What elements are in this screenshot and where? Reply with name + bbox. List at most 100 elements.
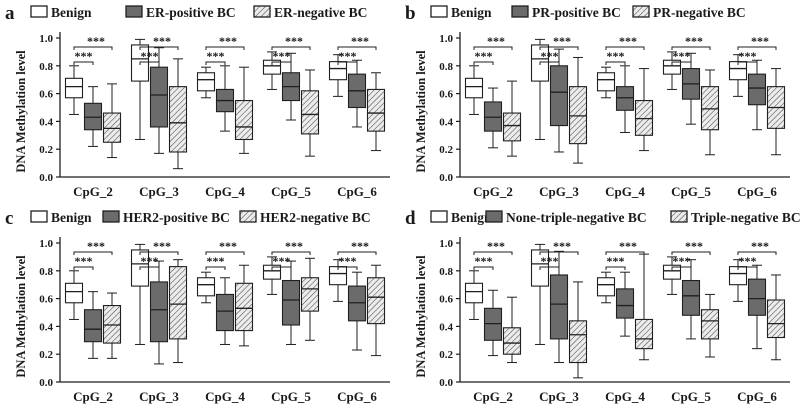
legend-label: ER-negative BC [274, 5, 367, 20]
box-iqr [502, 327, 522, 355]
box-CpG_3-2 [168, 58, 188, 170]
x-tick-label: CpG_4 [205, 184, 245, 199]
legend-item: Benign [430, 5, 492, 20]
significance-brackets: ****** [205, 34, 245, 65]
y-tick-label: 0.0 [439, 377, 453, 389]
legend-swatch [670, 210, 688, 223]
box-iqr [281, 279, 301, 326]
box-CpG_4-0 [596, 271, 616, 304]
bracket-outer [139, 251, 179, 255]
significance-label: *** [141, 254, 159, 268]
bracket-inner [271, 61, 292, 65]
significance-label: *** [475, 49, 493, 63]
significance-brackets: ****** [205, 239, 245, 270]
y-tick-label: 0.6 [39, 294, 53, 306]
significance-label: *** [207, 49, 225, 63]
bracket-inner [737, 266, 758, 270]
box-iqr [64, 282, 84, 304]
significance-label: *** [553, 239, 571, 253]
legend-item: Triple-negative BC [670, 210, 800, 225]
box-CpG_4-0 [596, 66, 616, 99]
box-iqr [366, 277, 386, 325]
x-tick-label: CpG_3 [139, 389, 179, 404]
legend-item: None-triple-negative BC [485, 210, 647, 225]
legend-label: PR-positive BC [532, 5, 621, 20]
box-iqr [634, 100, 654, 136]
significance-brackets: ****** [73, 34, 113, 65]
box-iqr [483, 307, 503, 341]
significance-label: *** [141, 49, 159, 63]
box-iqr [568, 86, 588, 145]
x-tick-label: CpG_3 [139, 184, 179, 199]
bracket-inner [73, 61, 94, 65]
significance-brackets: ****** [337, 34, 377, 65]
legend-item: Benign [30, 210, 92, 225]
box-CpG_4-0 [196, 66, 216, 99]
box-iqr [681, 279, 701, 316]
significance-label: *** [75, 254, 93, 268]
box-iqr [615, 86, 635, 111]
x-tick-label: CpG_6 [337, 389, 377, 404]
legend-item: Benign [430, 210, 492, 225]
box-CpG_5-0 [662, 256, 682, 295]
significance-brackets: ****** [337, 239, 377, 270]
y-axis-label: DNA Methylation level [14, 255, 28, 378]
box-iqr [596, 277, 616, 297]
bracket-inner [671, 266, 692, 270]
y-tick-label: 0.0 [39, 377, 53, 389]
significance-label: *** [273, 49, 291, 63]
box-CpG_4-1 [215, 65, 235, 132]
significance-brackets: ****** [473, 34, 513, 65]
significance-label: *** [739, 254, 757, 268]
box-CpG_5-2 [300, 257, 320, 341]
bracket-outer [205, 251, 245, 255]
box-CpG_4-2 [634, 68, 654, 152]
box-iqr [549, 65, 569, 127]
legend-swatch [30, 5, 48, 18]
box-CpG_6-2 [366, 264, 386, 357]
x-tick-label: CpG_6 [337, 184, 377, 199]
box-CpG_2-1 [483, 87, 503, 149]
significance-label: *** [487, 239, 505, 253]
legend-label: ER-positive BC [146, 5, 236, 20]
significance-label: *** [207, 254, 225, 268]
bracket-outer [539, 251, 579, 255]
y-tick-label: 0.4 [439, 321, 453, 333]
significance-label: *** [607, 254, 625, 268]
box-CpG_3-1 [149, 47, 169, 154]
box-iqr [502, 112, 522, 142]
box-CpG_5-2 [700, 69, 720, 156]
bracket-outer [473, 46, 513, 50]
y-tick-label: 0.6 [39, 89, 53, 101]
box-iqr [196, 277, 216, 297]
significance-brackets: ****** [73, 239, 113, 270]
box-iqr [568, 320, 588, 364]
bracket-inner [473, 61, 494, 65]
box-iqr [262, 59, 282, 75]
significance-label: *** [351, 34, 369, 48]
box-CpG_3-1 [549, 250, 569, 364]
x-tick-label: CpG_2 [473, 184, 513, 199]
box-iqr [83, 102, 103, 131]
bracket-inner [205, 61, 226, 65]
box-iqr [596, 72, 616, 92]
box-CpG_4-1 [615, 271, 635, 337]
box-CpG_6-2 [766, 274, 786, 361]
bracket-outer [671, 251, 711, 255]
box-iqr [700, 86, 720, 131]
significance-label: *** [607, 49, 625, 63]
box-iqr [300, 90, 320, 135]
box-CpG_5-0 [262, 256, 282, 295]
significance-label: *** [553, 34, 571, 48]
box-iqr [83, 309, 103, 343]
box-iqr [64, 77, 84, 99]
significance-label: *** [87, 34, 105, 48]
x-tick-label: CpG_2 [73, 184, 113, 199]
legend-label: None-triple-negative BC [506, 210, 647, 225]
y-tick-label: 0.0 [39, 172, 53, 184]
bracket-outer [139, 46, 179, 50]
legend-label: Benign [51, 210, 92, 225]
significance-label: *** [739, 49, 757, 63]
x-tick-label: CpG_6 [737, 389, 777, 404]
box-CpG_6-2 [366, 72, 386, 152]
